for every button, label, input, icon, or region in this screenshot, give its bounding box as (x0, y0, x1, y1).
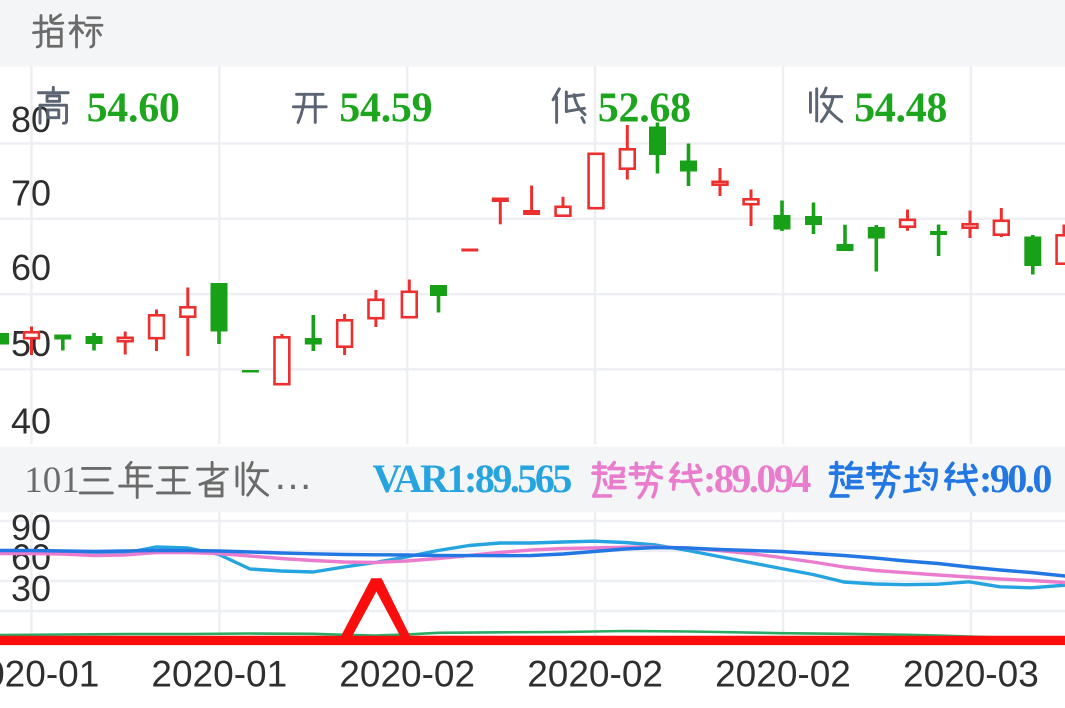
svg-text:60: 60 (11, 536, 51, 577)
svg-text::89.094: :89.094 (703, 456, 811, 501)
svg-text:90: 90 (11, 507, 51, 548)
svg-text:40: 40 (11, 400, 51, 441)
svg-text:2020-02: 2020-02 (715, 654, 851, 695)
svg-text:2020-03: 2020-03 (903, 654, 1039, 695)
svg-text:30: 30 (11, 568, 51, 609)
svg-text:52.68: 52.68 (598, 86, 691, 132)
svg-text:54.59: 54.59 (339, 86, 432, 132)
svg-text:60: 60 (11, 247, 51, 288)
svg-text:54.48: 54.48 (854, 86, 947, 132)
svg-text:…: … (273, 454, 313, 498)
svg-text:VAR1:89.565: VAR1:89.565 (373, 456, 572, 501)
svg-text:2020-02: 2020-02 (339, 654, 475, 695)
svg-text::90.0: :90.0 (979, 456, 1051, 501)
svg-text:2020-01: 2020-01 (0, 654, 99, 695)
svg-text:70: 70 (11, 172, 51, 213)
svg-text:101: 101 (24, 460, 79, 501)
svg-text:2020-01: 2020-01 (151, 654, 287, 695)
svg-text:2020-02: 2020-02 (527, 654, 663, 695)
svg-text:54.60: 54.60 (87, 86, 180, 132)
